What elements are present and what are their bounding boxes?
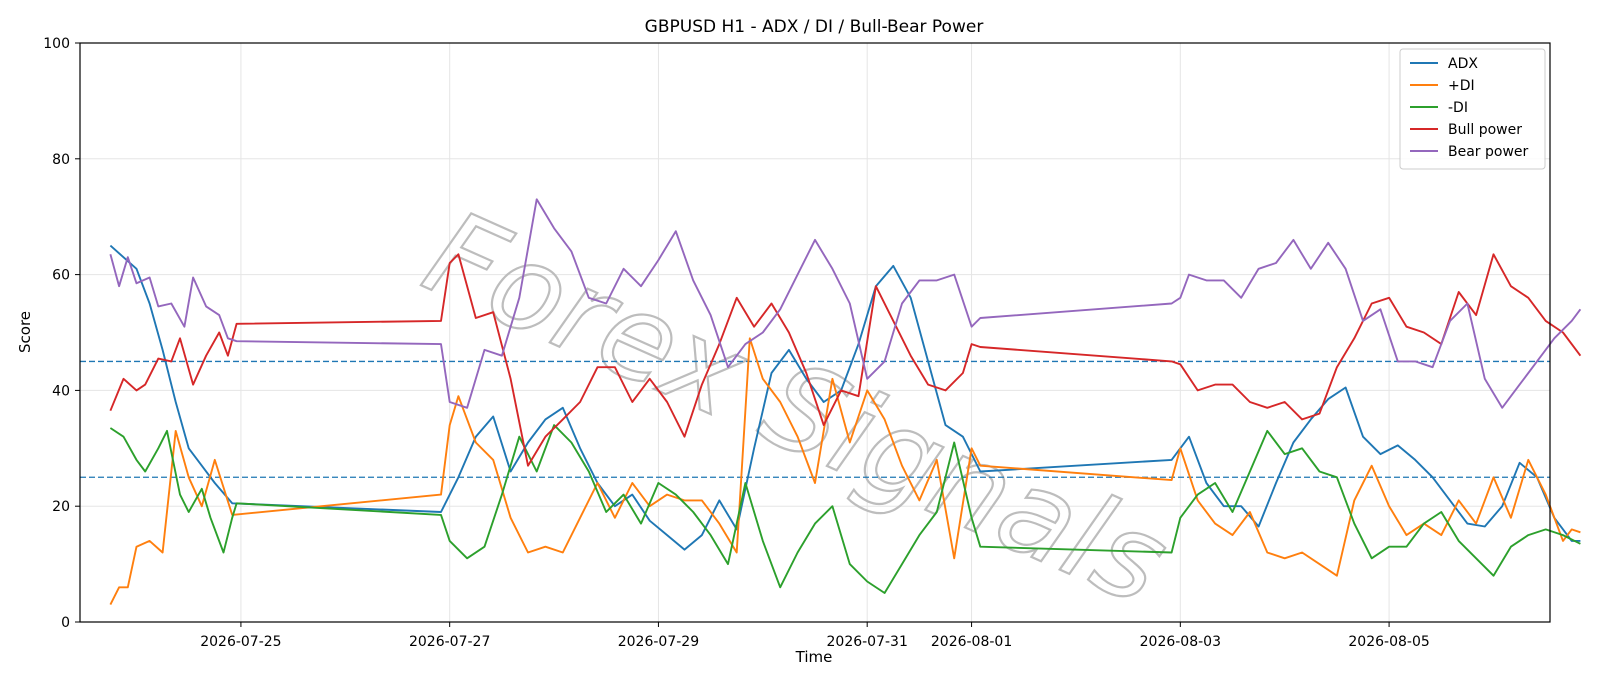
series-line-minus-di [109, 424, 1581, 594]
y-tick-label: 60 [52, 268, 70, 284]
y-tick-label: 20 [52, 499, 70, 515]
x-tick-label: 2026-07-29 [618, 634, 699, 650]
y-tick-label: 0 [61, 615, 70, 631]
x-tick-label: 2026-08-03 [1140, 634, 1221, 650]
y-tick-label: 100 [43, 36, 70, 52]
legend-box [1399, 48, 1546, 170]
x-tick-label: 2026-07-31 [827, 634, 908, 650]
x-tick-label: 2026-07-25 [200, 634, 281, 650]
x-axis-title: Time [795, 648, 833, 666]
series-line-bull-power [109, 253, 1582, 467]
legend-label: -DI [1448, 100, 1468, 116]
x-tick-label: 2026-08-05 [1348, 634, 1429, 650]
x-tick-label: 2026-08-01 [931, 634, 1012, 650]
series-line-plus-di [109, 337, 1581, 606]
legend-label: +DI [1448, 78, 1475, 94]
legend-label: Bear power [1448, 144, 1529, 160]
x-axis: 2026-07-25 2026-07-27 2026-07-29 2026-07-31… [200, 622, 1430, 650]
y-tick-label: 40 [52, 383, 70, 399]
legend-label: ADX [1448, 56, 1478, 72]
series-lines [109, 198, 1582, 606]
series-line-adx [109, 244, 1581, 551]
y-axis: 0 20 40 60 80 100 [43, 36, 80, 631]
legend: ADX +DI -DI Bull power Bear power [1399, 48, 1546, 170]
series-line-bear-power [109, 198, 1582, 409]
plot-frame [79, 42, 1551, 623]
chart-title: GBPUSD H1 - ADX / DI / Bull-Bear Power [645, 17, 984, 37]
x-tick-label: 2026-07-27 [409, 634, 490, 650]
legend-label: Bull power [1448, 122, 1522, 138]
y-tick-label: 80 [52, 152, 70, 168]
y-axis-title: Score [16, 311, 34, 353]
